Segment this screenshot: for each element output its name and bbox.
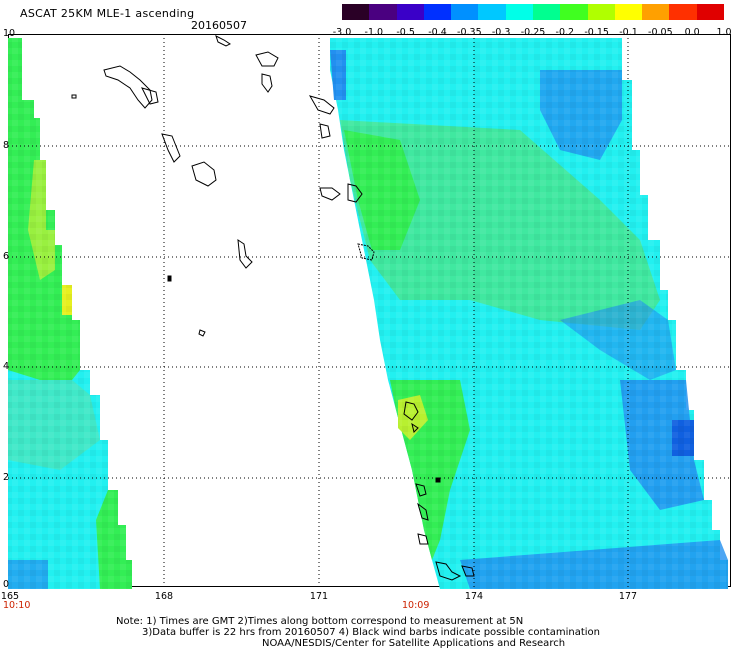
pass-time-right: 10:09 (402, 600, 430, 611)
colorbar-tick-label: -0.4 (428, 27, 447, 38)
colorbar-tick-label: -0.1 (619, 27, 638, 38)
colorbar-tick-label: -0.25 (520, 27, 546, 38)
pass-time-left: 10:10 (3, 600, 31, 611)
colorbar-segment (505, 4, 533, 20)
colorbar-segment (369, 4, 397, 20)
colorbar-tick-label: -0.3 (491, 27, 511, 38)
y-tick-0: 0 (3, 579, 10, 590)
swath-right (330, 38, 728, 589)
colorbar-tick-label: -0.2 (555, 27, 575, 38)
colorbar-segment (642, 4, 670, 20)
y-tick-6: 6 (3, 251, 10, 262)
note-line-1: Note: 1) Times are GMT 2)Times along bot… (116, 616, 524, 627)
colorbar-tick-label: -0.15 (584, 27, 609, 38)
x-tick-168: 168 (154, 591, 174, 602)
x-tick-165: 165 (0, 591, 20, 602)
y-tick-10: 10 (3, 28, 16, 39)
colorbar-segment (342, 4, 370, 20)
colorbar-segment (614, 4, 643, 20)
x-tick-174: 174 (464, 591, 484, 602)
note-line-2: 3)Data buffer is 22 hrs from 20160507 4)… (142, 627, 600, 638)
y-tick-8: 8 (3, 140, 10, 151)
colorbar-segment (423, 4, 452, 20)
x-tick-177: 177 (618, 591, 638, 602)
map-title: ASCAT 25KM MLE-1 ascending (20, 7, 195, 20)
colorbar-tick-label: -3.0 (332, 27, 352, 38)
grid-lines (8, 34, 731, 587)
colorbar-tick-label: -1.0 (364, 27, 384, 38)
colorbar-tick-label: -0.05 (648, 27, 673, 38)
colorbar-segment (451, 4, 479, 20)
y-tick-4: 4 (3, 361, 10, 372)
colorbar-segment (669, 4, 697, 20)
colorbar-segment (696, 4, 724, 20)
note-line-3: NOAA/NESDIS/Center for Satellite Applica… (262, 638, 566, 649)
colorbar-tick-label: -0.5 (396, 27, 415, 38)
colorbar-segment (396, 4, 424, 20)
colorbar-segment (532, 4, 561, 20)
colorbar (342, 4, 724, 20)
colorbar-tick-label: -0.35 (457, 27, 482, 38)
colorbar-tick-label: 1.0 (716, 27, 732, 38)
colorbar-segment (478, 4, 506, 20)
colorbar-segment (560, 4, 588, 20)
swath-left (8, 38, 132, 589)
y-tick-2: 2 (3, 472, 10, 483)
island-outlines (71, 35, 475, 581)
colorbar-segment (587, 4, 615, 20)
x-tick-171: 171 (309, 591, 329, 602)
colorbar-tick-label: 0.0 (684, 27, 700, 38)
map-date: 20160507 (191, 19, 247, 32)
